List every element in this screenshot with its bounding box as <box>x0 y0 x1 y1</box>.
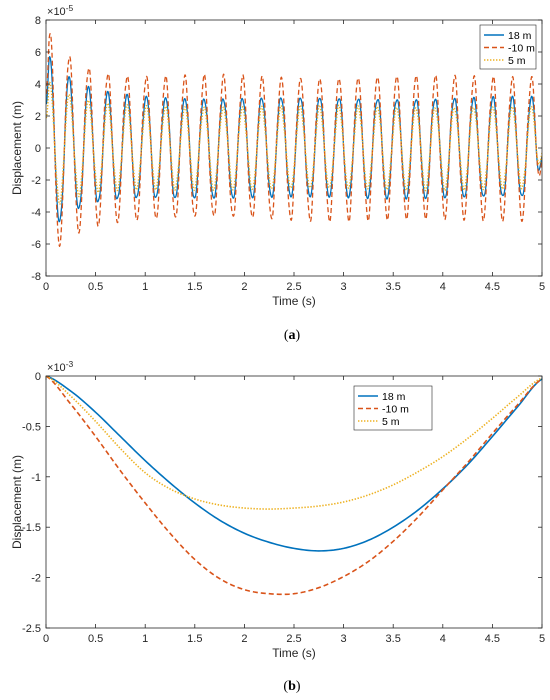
legend-label: -10 m <box>382 404 409 416</box>
x-tick-label: 2.5 <box>286 281 301 293</box>
y-tick-label: -4 <box>31 207 41 219</box>
x-tick-label: 5 <box>539 281 545 293</box>
caption-open-paren: ( <box>284 328 289 343</box>
y-tick-label: 0 <box>35 371 41 383</box>
x-tick-label: 1 <box>142 281 148 293</box>
legend-label: 18 m <box>382 391 406 403</box>
chart-panel-a: 0 0.5 1 1.5 2 2.5 3 3.5 4 4.5 5 -8 -6 -4 -2 0 2 4 6 8 ×10-5 T… <box>10 3 545 343</box>
y-exponent-label: ×10-5 <box>47 3 74 18</box>
y-tick-label: -1.5 <box>22 522 41 534</box>
plot-frame-b <box>45 375 543 629</box>
y-tick-label: -2.5 <box>22 623 41 635</box>
x-tick-label: 2 <box>241 633 247 645</box>
legend-label: 5 m <box>382 416 400 428</box>
panel-caption-b: (b) <box>283 679 300 694</box>
x-axis-label: Time (s) <box>272 646 316 660</box>
series-line-b-3 <box>46 376 542 510</box>
caption-open-paren: ( <box>283 679 288 694</box>
y-exponent-base: 10 <box>53 362 65 374</box>
legend-label: -10 m <box>508 43 535 55</box>
legend-b: 18 m-10 m5 m <box>353 385 433 431</box>
caption-letter: b <box>288 679 296 694</box>
x-tick-label: 3 <box>341 281 347 293</box>
y-exponent-label: ×10-3 <box>47 359 74 374</box>
x-tick-label: 1 <box>142 633 148 645</box>
x-tick-label: 4 <box>440 281 446 293</box>
x-tick-label: 0.5 <box>88 633 103 645</box>
y-tick-label: 0 <box>35 143 41 155</box>
legend-a: 18 m-10 m5 m <box>479 24 537 70</box>
y-tick-label: -1 <box>31 472 41 484</box>
x-tick-label: 4.5 <box>485 633 500 645</box>
plot-lines-b <box>46 376 542 596</box>
plot-lines-a <box>46 32 542 247</box>
x-tick-label: 1.5 <box>187 281 202 293</box>
x-tick-label: 0 <box>43 633 49 645</box>
y-tick-label: -8 <box>31 271 41 283</box>
x-axis-label: Time (s) <box>272 294 316 308</box>
x-tick-label: 2.5 <box>286 633 301 645</box>
x-tick-label: 4.5 <box>485 281 500 293</box>
legend-label: 18 m <box>508 30 532 42</box>
y-tick-label: 8 <box>35 15 41 27</box>
series-line-b-2 <box>46 376 542 596</box>
legend-label: 5 m <box>508 55 526 67</box>
y-tick-label: -2 <box>31 175 41 187</box>
x-tick-label: 3 <box>341 633 347 645</box>
x-tick-label: 3.5 <box>386 633 401 645</box>
y-exponent-prefix: × <box>47 6 53 18</box>
y-axis-label: Displacement (m) <box>10 101 24 195</box>
caption-close-paren: ) <box>296 679 301 694</box>
caption-letter: a <box>289 328 296 343</box>
x-tick-label: 0.5 <box>88 281 103 293</box>
series-line-a-2 <box>46 32 542 247</box>
y-tick-label: -0.5 <box>22 421 41 433</box>
x-tick-label: 4 <box>440 633 446 645</box>
y-exponent-power: -5 <box>66 3 74 13</box>
plot-frame-a <box>45 19 543 277</box>
y-exponent-base: 10 <box>53 6 65 18</box>
y-tick-label: -2 <box>31 573 41 585</box>
y-exponent-power: -3 <box>66 359 74 369</box>
caption-close-paren: ) <box>296 328 301 343</box>
series-line-b-1 <box>46 376 542 552</box>
y-axis-label: Displacement (m) <box>10 455 24 549</box>
chart-panel-b: 0 0.5 1 1.5 2 2.5 3 3.5 4 4.5 5-2.5-2-1.5-1-0.50×1… <box>10 359 545 694</box>
y-tick-label: 4 <box>35 79 41 91</box>
y-tick-label: 6 <box>35 47 41 59</box>
legend-box-a <box>479 24 537 70</box>
series-line-a-3 <box>46 81 542 205</box>
x-tick-label: 2 <box>241 281 247 293</box>
x-tick-label: 5 <box>539 633 545 645</box>
x-tick-label: 0 <box>43 281 49 293</box>
panel-caption-a: (a) <box>284 328 301 343</box>
y-tick-label: -6 <box>31 239 41 251</box>
x-tick-label: 1.5 <box>187 633 202 645</box>
y-exponent-prefix: × <box>47 362 53 374</box>
series-line-a-1 <box>46 56 542 223</box>
x-tick-label: 3.5 <box>386 281 401 293</box>
y-tick-label: 2 <box>35 111 41 123</box>
